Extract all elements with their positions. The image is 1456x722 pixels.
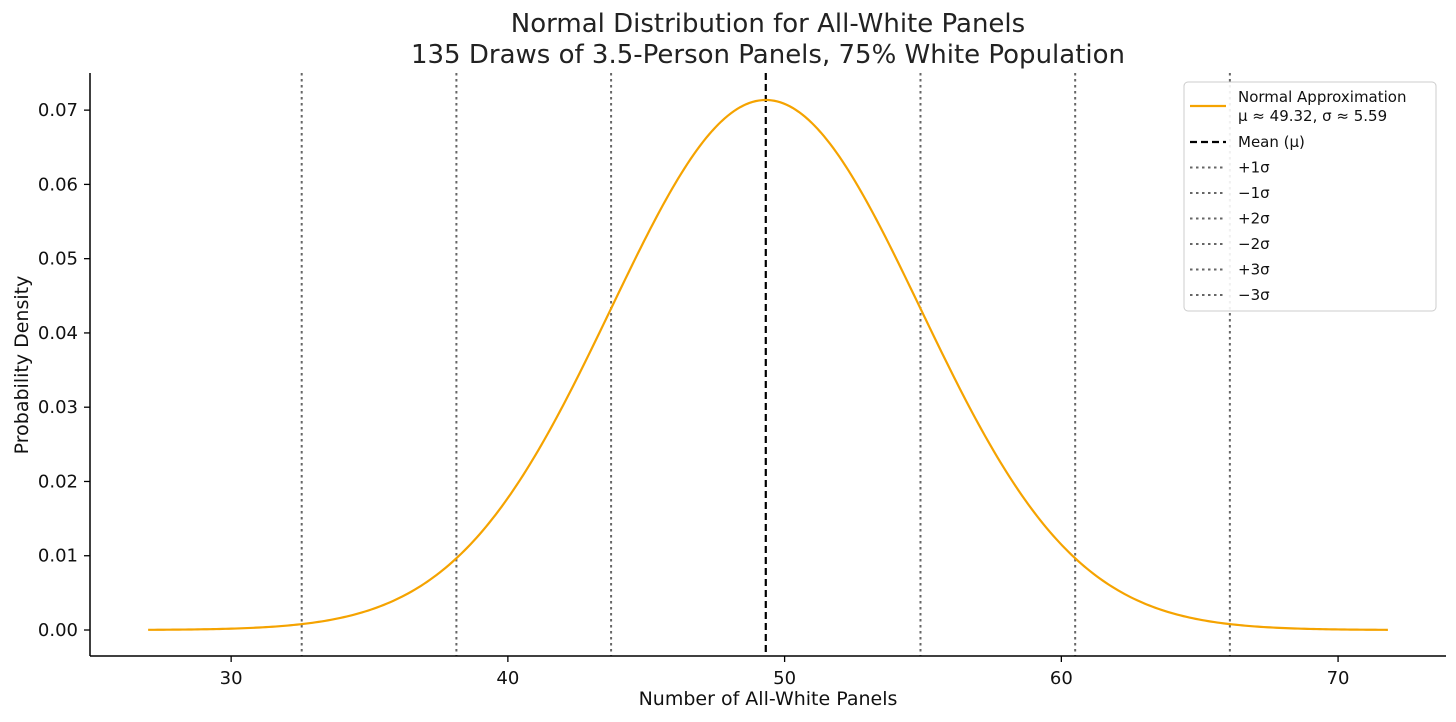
chart-title-line-2: 135 Draws of 3.5-Person Panels, 75% Whit… — [411, 40, 1125, 70]
reference-lines — [300, 73, 1231, 656]
legend-box — [1183, 81, 1437, 312]
legend-label-vline-5: +3σ — [1238, 261, 1270, 279]
x-tick-label-1: 40 — [496, 668, 519, 689]
x-ticks: 30 40 50 60 70 — [220, 656, 1350, 689]
legend-label-vline-6: −3σ — [1238, 286, 1270, 304]
y-tick-label-7: 0.07 — [38, 100, 78, 121]
series-line-0 — [148, 98, 1388, 631]
y-tick-label-5: 0.05 — [38, 249, 78, 270]
legend-label-vline-3: +2σ — [1238, 210, 1270, 228]
y-tick-label-1: 0.01 — [38, 546, 78, 567]
y-tick-label-6: 0.06 — [38, 174, 78, 195]
x-axis-label: Number of All-White Panels — [639, 688, 898, 710]
y-tick-label-2: 0.02 — [38, 471, 78, 492]
legend-label-vline-4: −2σ — [1238, 235, 1270, 253]
legend-label-vline-2: −1σ — [1238, 184, 1270, 202]
y-tick-label-4: 0.04 — [38, 323, 78, 344]
y-ticks: 0.00 0.01 0.02 0.03 0.04 0.05 0.06 0.07 — [38, 100, 90, 641]
chart-title-line-1: Normal Distribution for All-White Panels — [511, 9, 1025, 39]
x-tick-label-0: 30 — [220, 668, 243, 689]
y-tick-label-0: 0.00 — [38, 620, 78, 641]
legend-label-vline-0: Mean (μ) — [1238, 133, 1305, 151]
y-axis-label: Probability Density — [11, 276, 33, 455]
x-tick-label-3: 60 — [1050, 668, 1073, 689]
x-tick-label-4: 70 — [1327, 668, 1350, 689]
legend-label-series-0: Normal Approximation — [1238, 88, 1406, 106]
x-tick-label-2: 50 — [773, 668, 796, 689]
series-layer — [148, 98, 1388, 631]
legend-label-vline-1: +1σ — [1238, 159, 1270, 177]
y-tick-label-3: 0.03 — [38, 397, 78, 418]
legend-label-series-0-params: μ ≈ 49.32, σ ≈ 5.59 — [1238, 107, 1387, 125]
